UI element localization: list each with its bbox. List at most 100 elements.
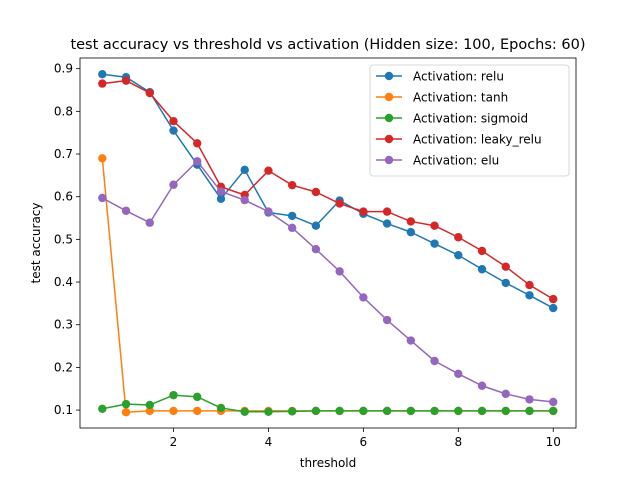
data-point (287, 223, 297, 233)
data-point (477, 265, 487, 274)
data-point (169, 406, 178, 416)
data-point (311, 244, 321, 254)
x-tick-label: 2 (170, 435, 178, 449)
data-point (406, 227, 416, 237)
legend-marker (384, 113, 394, 123)
data-point (240, 195, 249, 205)
legend-marker (384, 134, 394, 144)
data-point (382, 207, 392, 216)
data-point (549, 294, 558, 304)
legend-item: Activation: sigmoid (376, 112, 528, 126)
data-point (430, 239, 439, 248)
plot-series (98, 70, 558, 417)
y-tick-label: 0.4 (54, 275, 73, 289)
data-point (335, 199, 344, 208)
data-point (169, 180, 178, 189)
series-line (101, 79, 555, 301)
data-point (169, 116, 178, 126)
legend-item: Activation: elu (376, 154, 499, 168)
legend-label: Activation: tanh (413, 91, 508, 105)
y-tick-label: 0.9 (54, 62, 73, 76)
data-point (169, 126, 178, 135)
y-tick-label: 0.1 (54, 403, 73, 417)
series-activation-sigmoid (98, 390, 558, 416)
series-activation-elu (98, 157, 558, 407)
y-tick-label: 0.2 (54, 360, 73, 374)
data-point (477, 246, 487, 256)
data-point (121, 206, 131, 215)
legend-label: Activation: elu (413, 154, 499, 168)
data-point (98, 70, 107, 79)
y-tick-label: 0.3 (54, 318, 73, 332)
data-point (501, 406, 510, 416)
legend-item: Activation: leaky_relu (376, 133, 542, 147)
x-tick-label: 6 (360, 435, 368, 449)
legend-marker (384, 71, 394, 81)
data-point (477, 381, 487, 390)
legend-item: Activation: tanh (376, 91, 508, 105)
series-line (101, 73, 555, 310)
data-point (121, 76, 131, 85)
x-tick-label: 8 (454, 435, 462, 449)
data-point (501, 389, 510, 399)
y-axis-label: test accuracy (29, 203, 43, 284)
data-point (525, 291, 534, 300)
data-point (549, 397, 558, 407)
data-point (359, 293, 368, 302)
data-point (98, 154, 107, 163)
data-point (549, 406, 558, 416)
data-point (335, 406, 344, 416)
data-point (430, 406, 439, 416)
data-point (454, 369, 463, 379)
data-point (240, 407, 249, 416)
data-point (454, 406, 463, 416)
data-point (454, 250, 463, 260)
legend-marker (384, 92, 394, 102)
plot-frame (79, 57, 577, 429)
data-point (121, 408, 131, 417)
data-point (287, 407, 297, 416)
legend-item: Activation: relu (376, 70, 504, 84)
data-point (311, 221, 321, 230)
data-point (477, 406, 487, 416)
data-point (193, 157, 202, 166)
data-point (240, 165, 249, 175)
legend-label: Activation: sigmoid (413, 112, 528, 126)
data-point (406, 336, 416, 345)
data-point (193, 406, 202, 416)
data-point (525, 280, 534, 290)
legend: Activation: relu Activation: tanh Activati… (369, 64, 570, 177)
series-line (101, 160, 555, 403)
data-point (98, 193, 107, 203)
data-point (169, 390, 178, 400)
x-tick-label: 10 (546, 435, 561, 449)
data-point (525, 406, 534, 416)
data-point (287, 180, 297, 190)
y-tick-label: 0.6 (54, 190, 73, 204)
x-tick-label: 4 (265, 435, 273, 449)
data-point (382, 406, 392, 416)
data-point (287, 211, 297, 221)
data-point (382, 315, 392, 325)
data-point (406, 406, 416, 416)
chart-title: test accuracy vs threshold vs activation… (70, 37, 585, 53)
data-point (216, 187, 226, 196)
data-point (193, 392, 202, 402)
data-point (525, 395, 534, 404)
data-point (145, 218, 154, 227)
y-tick-label: 0.7 (54, 147, 73, 161)
data-point (264, 166, 273, 175)
data-point (145, 400, 154, 410)
x-axis-label: threshold (300, 456, 357, 470)
data-point (193, 139, 202, 148)
data-point (335, 267, 344, 276)
data-point (264, 407, 273, 416)
data-point (145, 88, 154, 98)
data-point (549, 303, 558, 313)
data-point (264, 207, 273, 216)
axis-ticks: 2 4 6 8 10 0.1 0.2 0.3 0.4 0.5 0.6 0.7 0.8 0.9 (54, 62, 561, 449)
data-point (216, 403, 226, 413)
data-point (98, 79, 107, 88)
